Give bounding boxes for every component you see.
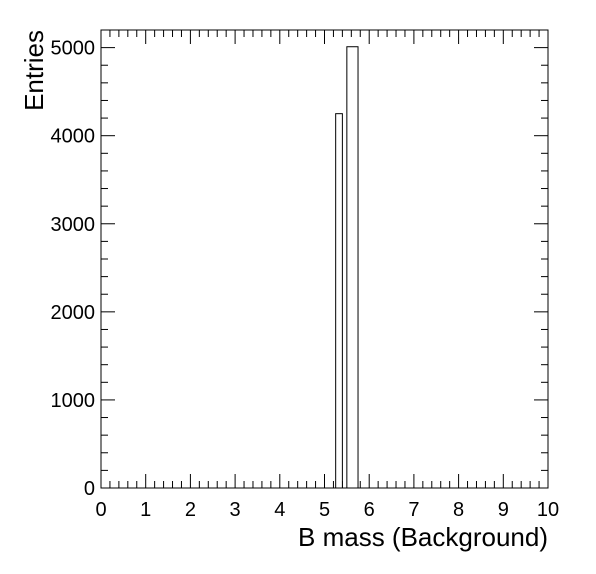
x-tick-label: 5: [319, 499, 330, 521]
histogram-bar: [346, 46, 359, 489]
x-tick-label: 10: [537, 499, 559, 521]
y-axis-title: Entries: [19, 30, 49, 111]
y-tick-label: 4000: [51, 126, 96, 148]
y-tick-label: 5000: [51, 38, 96, 60]
axis-ticks: [100, 29, 549, 489]
x-axis-title: B mass (Background): [298, 522, 548, 552]
y-tick-labels: 0 1000 2000 3000 4000 5000: [51, 38, 96, 500]
x-tick-label: 9: [498, 499, 509, 521]
x-tick-label: 1: [140, 499, 151, 521]
y-tick-label: 2000: [51, 302, 96, 324]
x-tick-label: 6: [364, 499, 375, 521]
plot-frame: [100, 29, 549, 489]
x-tick-label: 2: [185, 499, 196, 521]
x-tick-label: 7: [408, 499, 419, 521]
histogram-bars: [335, 46, 359, 489]
histogram-bar: [335, 113, 343, 489]
x-tick-label: 3: [230, 499, 241, 521]
y-tick-label: 3000: [51, 214, 96, 236]
y-tick-label: 1000: [51, 390, 96, 412]
x-tick-label: 8: [453, 499, 464, 521]
x-tick-labels: 0 1 2 3 4 5 6 7 8 9 10: [95, 499, 559, 521]
x-tick-label: 0: [95, 499, 106, 521]
y-tick-label: 0: [84, 478, 95, 500]
x-tick-label: 4: [274, 499, 285, 521]
